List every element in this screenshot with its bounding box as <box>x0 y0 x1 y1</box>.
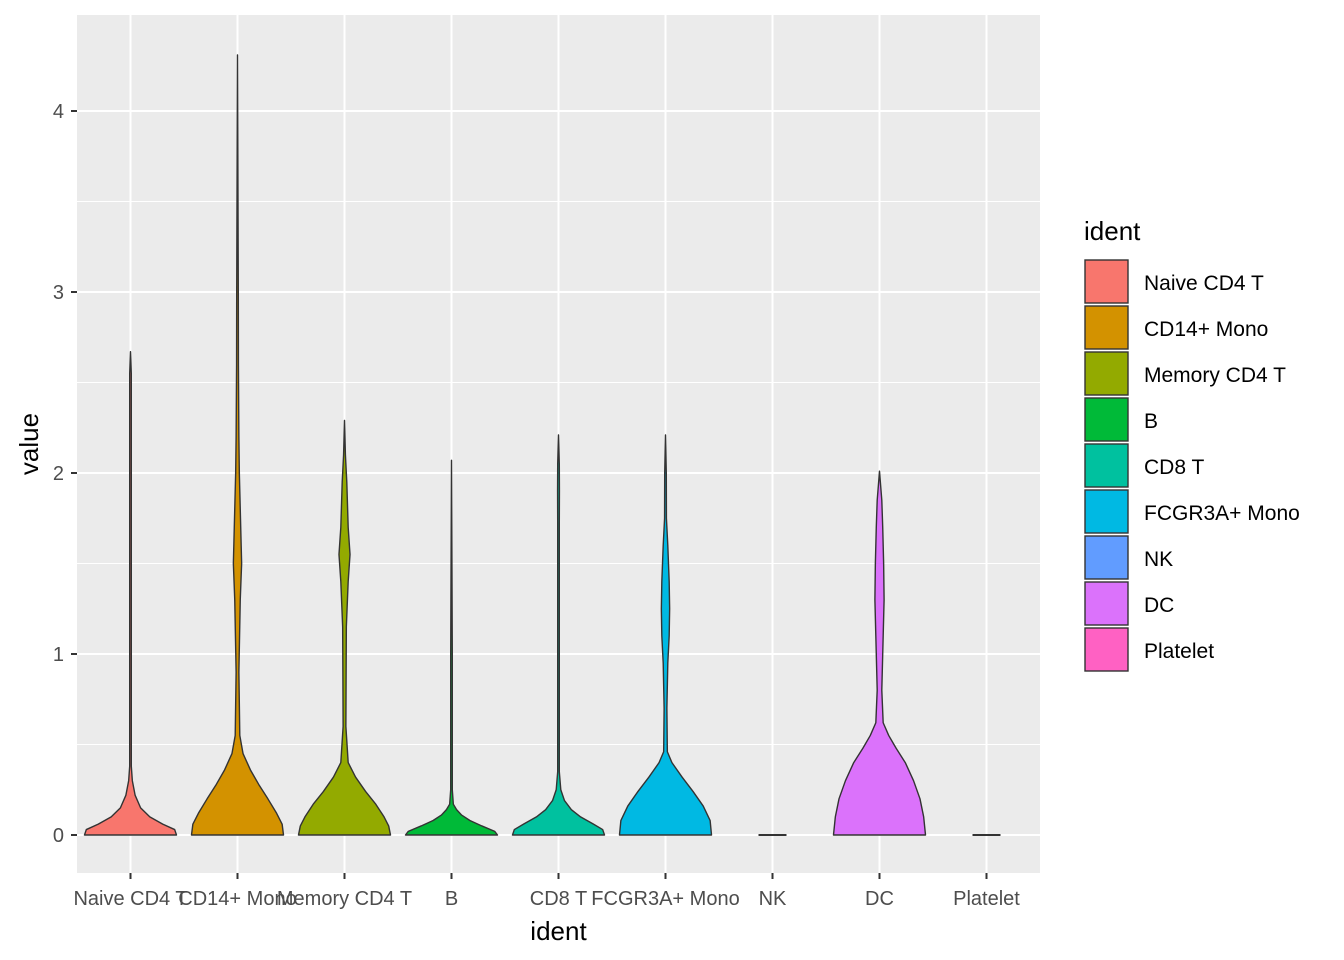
legend-key <box>1084 443 1129 488</box>
legend-key <box>1084 489 1129 534</box>
x-tick-label: B <box>445 888 458 910</box>
x-tick-label: Memory CD4 T <box>277 888 412 910</box>
legend-label: Platelet <box>1144 640 1214 663</box>
x-tick-label: Platelet <box>953 888 1020 910</box>
legend-key <box>1084 351 1129 396</box>
legend-label: Naive CD4 T <box>1144 272 1264 295</box>
legend-key <box>1084 581 1129 626</box>
violin-cd8-t <box>511 434 606 836</box>
violins <box>83 54 1001 836</box>
x-tick-label: CD14+ Mono <box>178 888 296 910</box>
legend-key <box>1084 397 1129 442</box>
legend-key <box>1084 305 1129 350</box>
legend-key <box>1084 259 1129 304</box>
legend-key <box>1084 627 1129 672</box>
legend-label: CD8 T <box>1144 456 1204 479</box>
y-tick-label: 2 <box>53 463 64 485</box>
y-tick-label: 0 <box>53 825 64 847</box>
y-axis: 0 1 2 3 4 <box>53 101 77 847</box>
legend: ident Naive CD4 T CD14+ Mono Memory CD4 T B… <box>1084 216 1300 672</box>
x-tick-label: Naive CD4 T <box>73 888 187 910</box>
legend-title: ident <box>1084 216 1141 246</box>
legend-key <box>1084 535 1129 580</box>
x-axis-title: ident <box>530 916 587 946</box>
violin-memory-cd4-t <box>297 419 392 836</box>
x-tick-label: DC <box>865 888 894 910</box>
legend-label: Memory CD4 T <box>1144 364 1286 387</box>
violin-dc <box>832 470 927 836</box>
y-tick-label: 3 <box>53 282 64 304</box>
legend-label: CD14+ Mono <box>1144 318 1268 341</box>
legend-label: FCGR3A+ Mono <box>1144 502 1300 525</box>
y-axis-title: value <box>14 413 44 475</box>
y-tick-label: 1 <box>53 644 64 666</box>
x-tick-label: FCGR3A+ Mono <box>591 888 739 910</box>
y-tick-label: 4 <box>53 101 64 123</box>
legend-label: DC <box>1144 594 1174 617</box>
legend-label: B <box>1144 410 1158 433</box>
violin-naive-cd4-t <box>83 351 178 836</box>
violin-b <box>404 459 499 836</box>
violin-cd14-mono <box>190 54 285 836</box>
violin-fcgr3a-mono <box>618 434 713 836</box>
legend-label: NK <box>1144 548 1173 571</box>
x-tick-label: CD8 T <box>530 888 587 910</box>
x-tick-label: NK <box>759 888 787 910</box>
